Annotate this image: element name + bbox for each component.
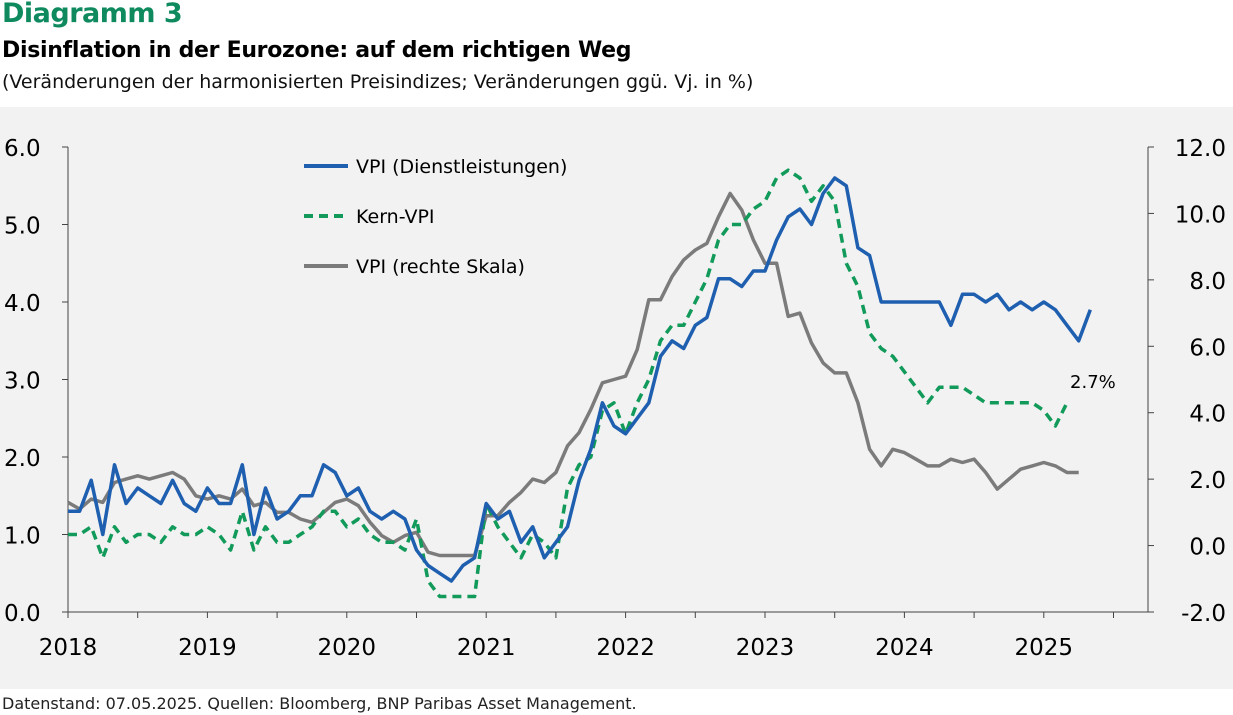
chart-subtitle: (Veränderungen der harmonisierten Preisi… (2, 71, 754, 93)
right-y-tick-label: 0.0 (1189, 535, 1226, 561)
left-y-tick-label: 4.0 (4, 291, 41, 317)
end-value-annotation: 2.7% (1070, 372, 1116, 393)
legend-label: Kern-VPI (356, 206, 435, 228)
left-y-tick-label: 2.0 (4, 446, 41, 472)
figure-label: Diagramm 3 (2, 0, 183, 29)
right-y-tick-label: 12.0 (1175, 136, 1226, 162)
series-line-vpi-rechte-skala (67, 191, 1079, 558)
right-y-tick-label: 6.0 (1189, 335, 1226, 361)
series-line-kern-vpi (68, 168, 1069, 599)
right-y-tick-label: 2.0 (1189, 468, 1226, 494)
x-tick-label: 2022 (596, 635, 655, 661)
right-y-tick-label: -2.0 (1181, 601, 1226, 627)
left-y-tick-label: 0.0 (4, 601, 41, 627)
x-tick-label: 2020 (318, 635, 377, 661)
x-tick-label: 2021 (457, 635, 516, 661)
right-y-tick-label: 10.0 (1175, 202, 1226, 228)
chart-title: Disinflation in der Eurozone: auf dem ri… (2, 38, 632, 63)
legend-label: VPI (rechte Skala) (356, 256, 525, 278)
legend-label: VPI (Dienstleistungen) (356, 156, 567, 178)
x-tick-label: 2025 (1015, 635, 1074, 661)
left-y-tick-label: 3.0 (4, 369, 41, 395)
x-tick-label: 2019 (178, 635, 237, 661)
series-line-vpi-dienstleistungen (68, 176, 1092, 583)
x-tick-label: 2018 (39, 635, 98, 661)
right-y-tick-label: 4.0 (1189, 402, 1226, 428)
x-tick-label: 2024 (875, 635, 934, 661)
chart-panel (0, 107, 1233, 689)
right-y-tick-label: 8.0 (1189, 269, 1226, 295)
source-note: Datenstand: 07.05.2025. Quellen: Bloombe… (2, 694, 637, 713)
left-y-tick-label: 5.0 (4, 214, 41, 240)
left-y-tick-label: 6.0 (4, 136, 41, 162)
left-y-tick-label: 1.0 (4, 524, 41, 550)
x-tick-label: 2023 (736, 635, 795, 661)
